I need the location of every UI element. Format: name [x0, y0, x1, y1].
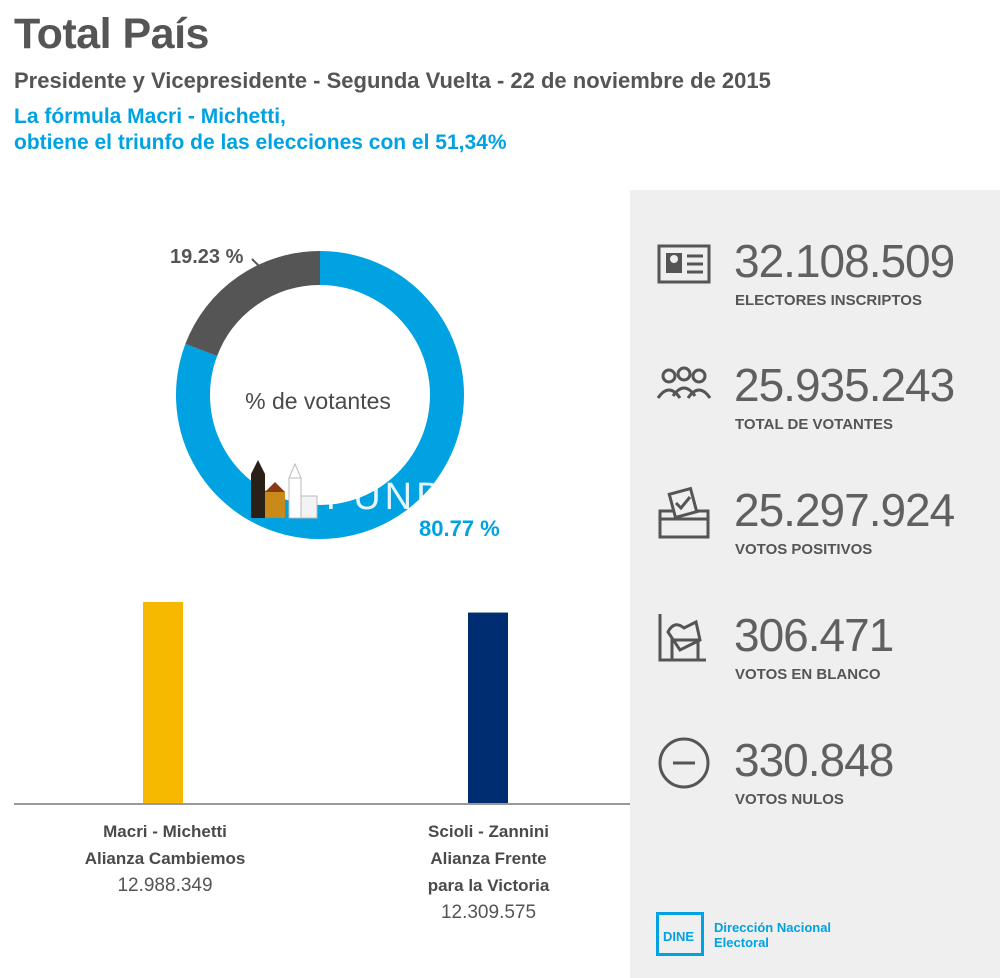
candidate-label-macri: Macri - Michetti Alianza Cambiemos 12.98… — [60, 818, 270, 899]
bar-scioli — [468, 612, 508, 804]
stat-label: VOTOS NULOS — [735, 791, 844, 808]
turnout-percent-label: 80.77 % — [419, 516, 500, 541]
stat-blanco: 306.471 VOTOS EN BLANCO — [630, 608, 1000, 718]
ballot-box-icon — [658, 486, 710, 539]
candidate-party: Alianza Cambiemos — [84, 849, 246, 868]
donut-center-label: % de votantes — [245, 388, 391, 414]
donut-slice-abstention — [185, 251, 321, 357]
candidate-party-continued: para la Victoria — [427, 876, 550, 895]
stat-nulos: 330.848 VOTOS NULOS — [630, 733, 1000, 843]
people-icon — [656, 366, 712, 399]
id-card-icon — [657, 244, 711, 284]
dine-logo-abbr: DINE — [663, 929, 695, 944]
candidates-bar-chart — [14, 602, 630, 805]
candidate-name: Scioli - Zannini — [428, 822, 549, 841]
candidate-name: Macri - Michetti — [103, 822, 227, 841]
blank-ballot-icon — [658, 614, 706, 662]
watermark-church-icon — [251, 460, 318, 519]
candidate-label-scioli: Scioli - Zannini Alianza Frente para la … — [386, 818, 591, 926]
gray-slice-leader-line — [251, 258, 267, 274]
candidate-party: Alianza Frente — [430, 849, 547, 868]
stat-votantes: 25.935.243 TOTAL DE VOTANTES — [630, 358, 1000, 468]
stat-label: VOTOS EN BLANCO — [735, 666, 881, 683]
candidate-votes: 12.309.575 — [440, 902, 537, 923]
donut-slice-turnout — [176, 251, 464, 539]
abstention-percent-label: 19.23 % — [170, 246, 244, 268]
headline: La fórmula Macri - Michetti, obtiene el … — [14, 104, 507, 156]
page-subtitle: Presidente y Vicepresidente - Segunda Vu… — [14, 68, 771, 93]
headline-line-2: obtiene el triunfo de las elecciones con… — [14, 131, 507, 154]
dine-logo-line-2: Electoral — [714, 935, 769, 950]
turnout-donut-chart — [176, 251, 464, 539]
page-title: Total País — [14, 10, 209, 58]
dine-logo-line-1: Dirección Nacional — [714, 920, 832, 935]
stats-panel: 32.108.509 ELECTORES INSCRIPTOS 25.935.2… — [630, 190, 1000, 978]
headline-line-1: La fórmula Macri - Michetti, — [14, 105, 286, 128]
minus-circle-icon — [658, 737, 710, 789]
stat-value: 306.471 — [734, 609, 894, 661]
candidate-votes: 12.988.349 — [117, 875, 213, 896]
stat-electores: 32.108.509 ELECTORES INSCRIPTOS — [630, 234, 1000, 344]
bar-macri — [143, 602, 183, 804]
stat-label: ELECTORES INSCRIPTOS — [735, 292, 922, 309]
stat-value: 25.935.243 — [734, 359, 955, 411]
stat-value: 330.848 — [734, 734, 894, 786]
stat-value: 32.108.509 — [734, 235, 955, 287]
stat-positivos: 25.297.924 VOTOS POSITIVOS — [630, 483, 1000, 593]
stat-value: 25.297.924 — [734, 484, 955, 536]
dine-logo-text: Dirección Nacional Electoral — [714, 920, 894, 950]
stat-label: VOTOS POSITIVOS — [735, 541, 873, 558]
stat-label: TOTAL DE VOTANTES — [735, 416, 894, 433]
dine-logo-mark: DINE — [656, 912, 704, 956]
